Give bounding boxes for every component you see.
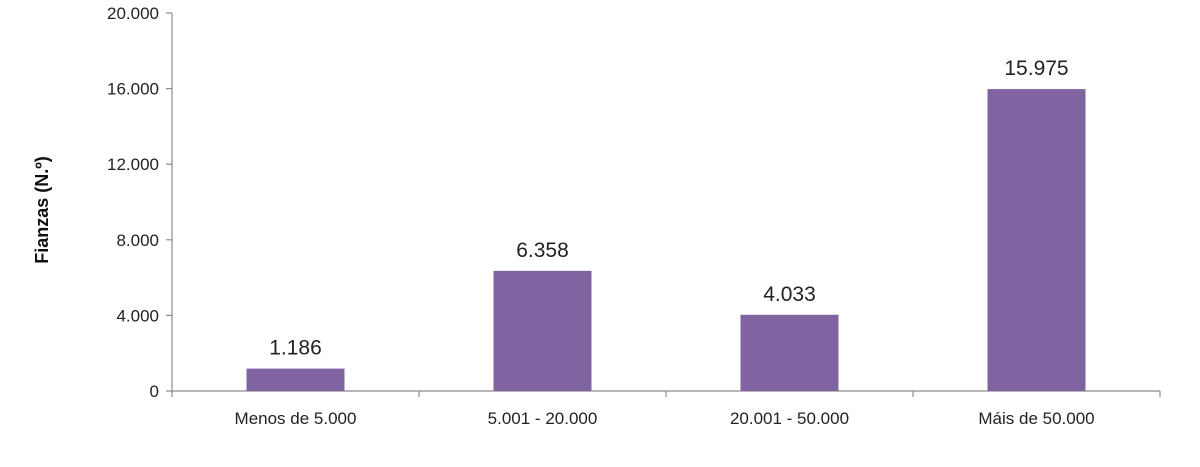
y-tick-label: 20.000: [107, 4, 159, 23]
data-label: 15.975: [1004, 57, 1068, 80]
x-axis: Menos de 5.000 5.001 - 20.000 20.001 - 50.…: [171, 390, 1161, 428]
y-axis-title: Fianzas (N.º): [32, 156, 52, 264]
y-tick-label: 4.000: [116, 306, 159, 325]
bar: [987, 89, 1086, 391]
data-labels-group: 1.186 6.358 4.033 15.975: [269, 57, 1068, 360]
bar: [246, 368, 345, 391]
y-tick-label: 12.000: [107, 155, 159, 174]
y-tick-label: 16.000: [107, 80, 159, 99]
bar: [740, 314, 839, 391]
x-tick-label: 5.001 - 20.000: [488, 409, 598, 428]
y-axis: 0 4.000 8.000 12.000 16.000 20.000: [107, 4, 173, 401]
bar: [493, 270, 592, 391]
x-tick-label: Máis de 50.000: [978, 409, 1094, 428]
x-tick-label: Menos de 5.000: [235, 409, 357, 428]
data-label: 1.186: [269, 337, 322, 360]
data-label: 6.358: [516, 239, 569, 262]
data-label: 4.033: [763, 283, 816, 306]
y-tick-label: 8.000: [116, 231, 159, 250]
bars-group: [246, 89, 1086, 391]
x-tick-label: 20.001 - 50.000: [730, 409, 849, 428]
y-tick-label: 0: [150, 382, 159, 401]
